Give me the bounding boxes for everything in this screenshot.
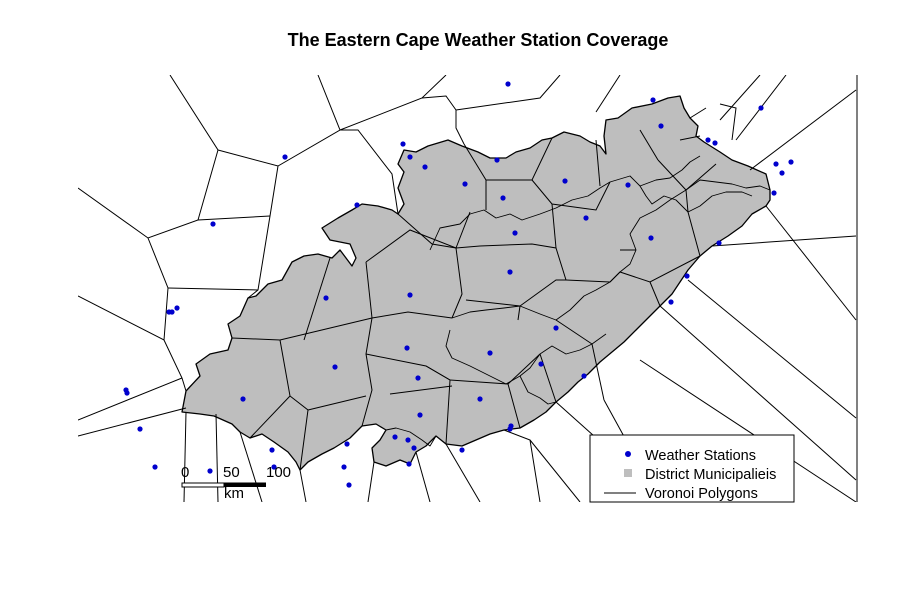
station-point <box>422 164 428 170</box>
station-point <box>648 235 654 241</box>
station-point <box>507 269 513 275</box>
station-point <box>415 375 421 381</box>
station-point <box>411 445 417 451</box>
station-point <box>417 412 423 418</box>
station-point <box>152 464 158 470</box>
station-point <box>716 240 722 246</box>
scale-tick-50: 50 <box>223 464 240 481</box>
scale-bar: 0 50 100 km <box>181 464 291 502</box>
station-point <box>507 426 513 432</box>
station-point <box>269 447 275 453</box>
map-title: The Eastern Cape Weather Station Coverag… <box>287 30 669 50</box>
station-point <box>771 190 777 196</box>
station-point <box>553 325 559 331</box>
station-point <box>788 159 794 165</box>
station-point <box>462 181 468 187</box>
station-point <box>124 390 130 396</box>
station-point <box>169 309 175 315</box>
station-point <box>405 437 411 443</box>
station-point <box>779 170 785 176</box>
station-point <box>392 434 398 440</box>
station-point <box>500 195 506 201</box>
station-point <box>459 447 465 453</box>
station-point <box>407 292 413 298</box>
station-point <box>407 154 413 160</box>
station-point <box>658 123 664 129</box>
station-point <box>404 345 410 351</box>
station-point <box>346 482 352 488</box>
station-point <box>684 273 690 279</box>
scale-bar-segment-light <box>181 482 225 488</box>
scale-tick-100: 100 <box>266 464 291 481</box>
voronoi-polygons <box>78 75 857 502</box>
station-point <box>406 461 412 467</box>
scale-unit: km <box>224 485 244 502</box>
legend-label-districts: District Municipalieis <box>645 467 776 483</box>
station-point <box>505 81 511 87</box>
station-point <box>137 426 143 432</box>
station-point <box>344 441 350 447</box>
station-point <box>538 361 544 367</box>
station-point <box>512 230 518 236</box>
station-point <box>354 202 360 208</box>
station-point <box>773 161 779 167</box>
station-point <box>487 350 493 356</box>
district-region <box>181 95 771 471</box>
station-point <box>271 464 277 470</box>
station-point <box>705 137 711 143</box>
station-point <box>210 221 216 227</box>
station-point <box>668 299 674 305</box>
station-point <box>207 468 213 474</box>
station-point <box>650 97 656 103</box>
scale-tick-0: 0 <box>181 464 189 481</box>
station-point <box>712 140 718 146</box>
station-point <box>323 295 329 301</box>
station-point <box>282 154 288 160</box>
station-point <box>758 105 764 111</box>
legend-label-stations: Weather Stations <box>645 448 756 464</box>
station-point <box>400 141 406 147</box>
province-outline <box>181 95 771 471</box>
station-point <box>625 182 631 188</box>
station-point <box>240 396 246 402</box>
scale-bar-segment-dark <box>224 483 266 487</box>
station-point <box>494 157 500 163</box>
district-legend-icon <box>624 469 632 477</box>
station-point <box>332 364 338 370</box>
station-point <box>477 396 483 402</box>
station-point <box>341 464 347 470</box>
station-legend-icon <box>625 451 631 457</box>
station-point <box>174 305 180 311</box>
legend-box <box>589 434 795 503</box>
legend-label-voronoi: Voronoi Polygons <box>645 486 758 502</box>
station-point <box>581 373 587 379</box>
weather-stations <box>123 81 794 488</box>
station-point <box>562 178 568 184</box>
map-legend: Weather Stations District Municipalieis … <box>589 434 795 503</box>
station-point <box>583 215 589 221</box>
